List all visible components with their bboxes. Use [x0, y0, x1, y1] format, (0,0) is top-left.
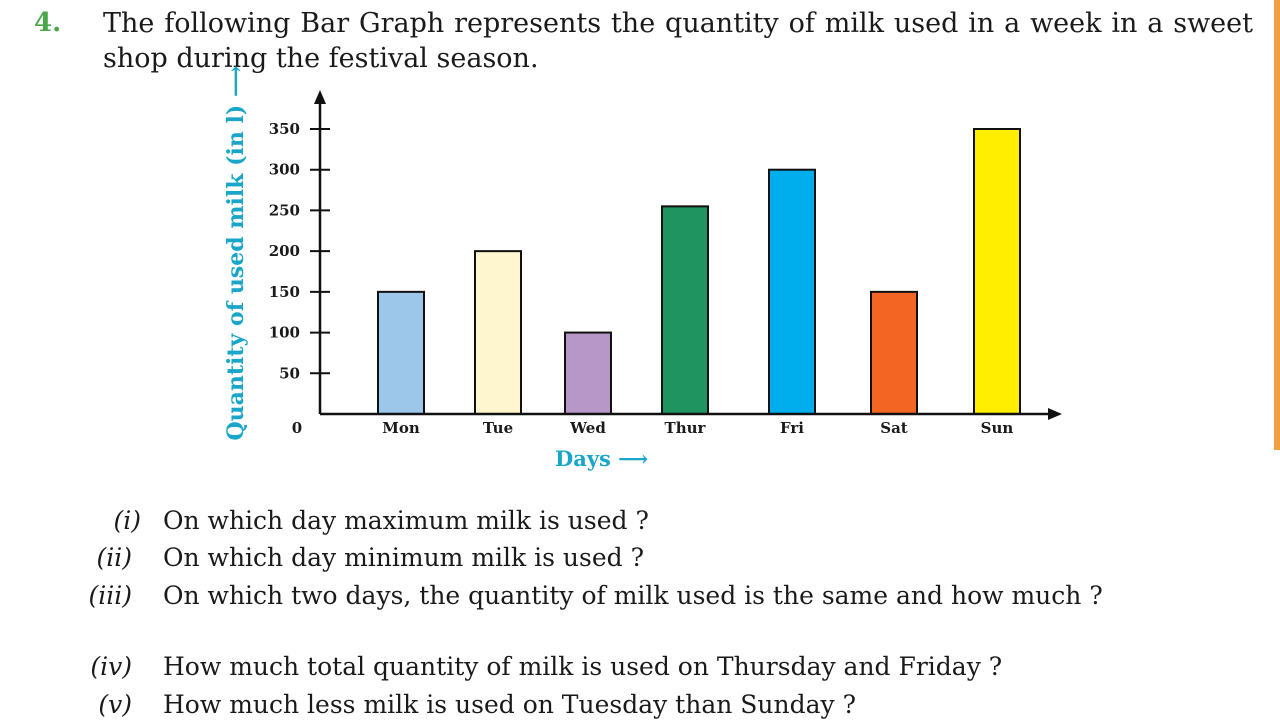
page-edge-marker: [1274, 0, 1280, 450]
question-number: 4.: [34, 8, 62, 38]
axes-layer: [310, 90, 1062, 420]
sub-question-2-text: On which day minimum milk is used ?: [163, 543, 644, 572]
bar-tue: [474, 250, 522, 415]
sub-question-3-text: On which two days, the quantity of milk …: [163, 581, 1103, 610]
bar-sun: [973, 128, 1021, 415]
y-tick-label-250: 250: [269, 201, 300, 219]
sub-question-5-text: How much less milk is used on Tuesday th…: [163, 690, 856, 719]
x-tick-label-sat: Sat: [880, 419, 908, 437]
x-tick-label-mon: Mon: [382, 419, 420, 437]
x-tick-label-thur: Thur: [665, 419, 707, 437]
x-axis-title: Days ⟶: [555, 446, 648, 471]
y-tick-label-100: 100: [269, 324, 300, 342]
y-tick-label-50: 50: [279, 364, 300, 382]
x-tick-label-tue: Tue: [483, 419, 513, 437]
sub-question-4-text: How much total quantity of milk is used …: [163, 652, 1003, 681]
sub-question-1-label: (i): [113, 506, 141, 535]
question-text: The following Bar Graph represents the q…: [103, 8, 1253, 74]
y-tick-label-300: 300: [269, 161, 300, 179]
y-tick-label-350: 350: [269, 120, 300, 138]
labels-layer: 50 100 150 200 250 300 350 0 Mon Tue Wed Thur Fri Sat…: [223, 65, 1013, 471]
bar-chart: 50 100 150 200 250 300 350 0 Mon Tue Wed Thur Fri Sat…: [223, 65, 1062, 471]
sub-question-1-text: On which day maximum milk is used ?: [163, 506, 649, 535]
sub-question-4-label: (iv): [90, 652, 132, 681]
bars-layer: [377, 128, 1021, 416]
bar-fri: [768, 168, 816, 415]
x-tick-label-fri: Fri: [780, 419, 804, 437]
x-tick-label-wed: Wed: [569, 419, 606, 437]
origin-label: 0: [292, 419, 302, 437]
bar-mon: [377, 290, 425, 416]
sub-question-5-label: (v): [98, 690, 132, 719]
y-tick-label-200: 200: [269, 242, 300, 260]
bar-wed: [564, 331, 612, 416]
x-tick-label-sun: Sun: [981, 419, 1014, 437]
y-axis-arrow: [314, 90, 326, 104]
bar-sat: [870, 290, 918, 416]
y-axis-title: Quantity of used milk (in l) ⟶: [223, 65, 249, 440]
sub-question-3-label: (iii): [88, 581, 133, 610]
bar-thur: [661, 205, 709, 415]
sub-question-2-label: (ii): [96, 543, 133, 572]
x-axis-arrow: [1048, 408, 1062, 420]
y-tick-label-150: 150: [269, 283, 300, 301]
